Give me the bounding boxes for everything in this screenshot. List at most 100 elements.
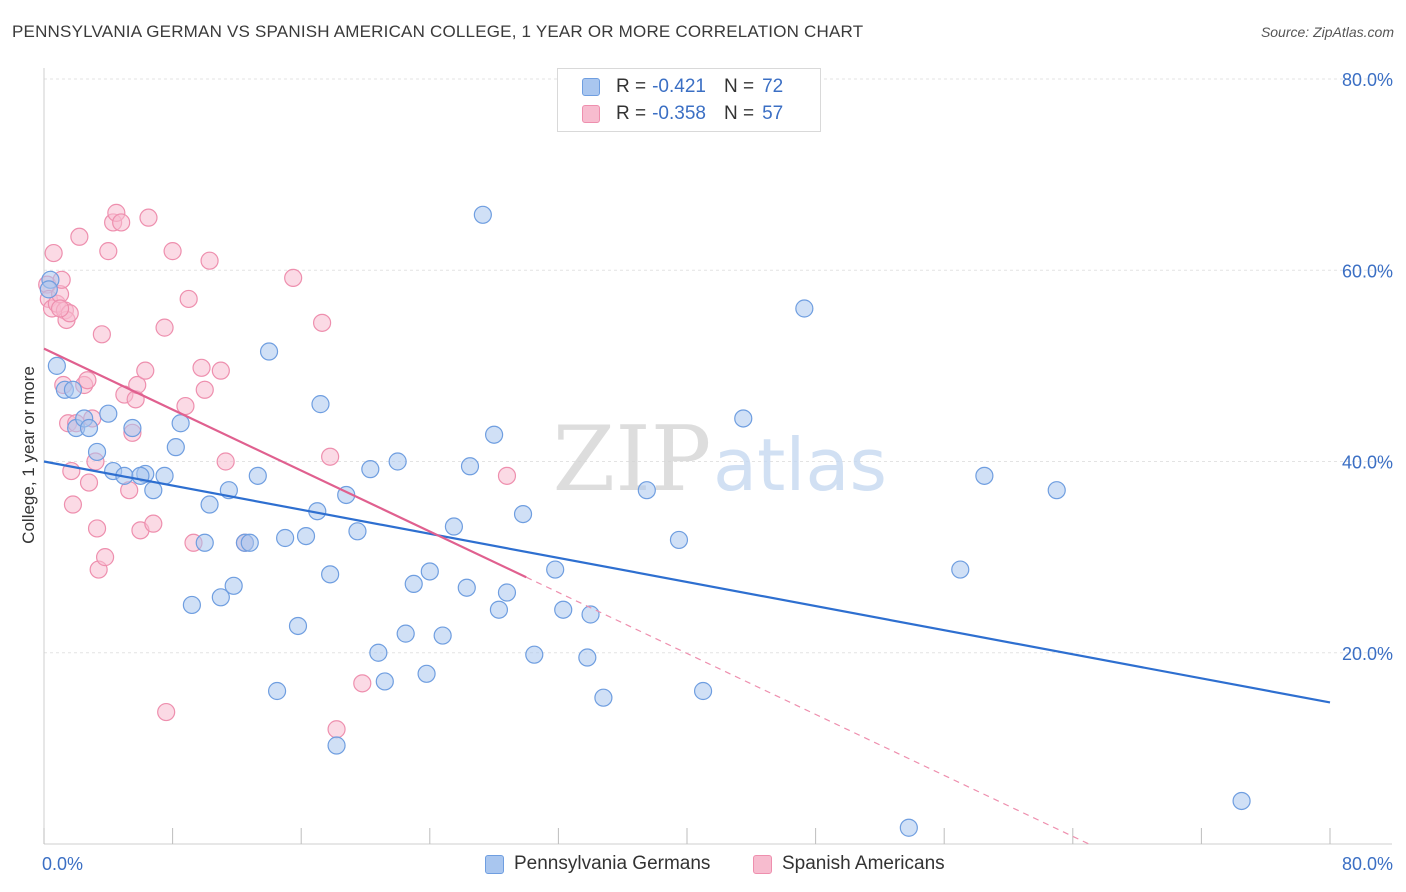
data-point-pennsylvania-german: [513, 504, 533, 524]
data-point-spanish-american: [179, 289, 198, 309]
data-point-pennsylvania-german: [457, 578, 476, 597]
swatch-blue: [582, 78, 600, 96]
data-point-pennsylvania-german: [433, 626, 452, 645]
tick-labels: 20.0% 40.0% 60.0% 80.0% 0.0% 80.0%: [42, 70, 1393, 874]
r-label: R =: [616, 103, 647, 124]
data-point-pennsylvania-german: [375, 672, 394, 691]
x-tick-label: 0.0%: [42, 854, 83, 874]
data-point-pennsylvania-german: [361, 460, 380, 479]
data-point-spanish-american: [211, 361, 230, 380]
data-point-pennsylvania-german: [63, 380, 83, 399]
legend-item-spanish-americans: Spanish Americans: [753, 852, 945, 876]
data-point-pennsylvania-german: [79, 418, 99, 438]
legend-label: Pennsylvania Germans: [514, 853, 711, 874]
r-value: -0.421: [652, 76, 706, 97]
stats-row-pennsylvania-germans: R = -0.421 N = 72: [582, 75, 783, 99]
data-point-spanish-american: [79, 473, 99, 492]
grid-lines: [44, 78, 1392, 654]
data-point-spanish-american: [95, 548, 115, 567]
data-point-pennsylvania-german: [637, 481, 656, 500]
data-point-spanish-american: [216, 452, 235, 471]
data-point-pennsylvania-german: [497, 583, 517, 602]
data-point-pennsylvania-german: [417, 664, 436, 683]
data-point-pennsylvania-german: [296, 526, 316, 546]
pennsylvania-german-points: [39, 205, 1251, 837]
data-point-spanish-american: [136, 361, 155, 380]
data-point-pennsylvania-german: [554, 600, 573, 619]
y-tick-label: 60.0%: [1342, 261, 1393, 281]
data-point-spanish-american: [195, 380, 214, 399]
watermark-atlas: atlas: [713, 423, 887, 507]
data-point-pennsylvania-german: [288, 616, 308, 636]
trend-line-pennsylvania-germans: [43, 460, 1331, 704]
data-point-pennsylvania-german: [123, 418, 142, 438]
data-point-pennsylvania-german: [195, 533, 214, 552]
data-point-spanish-american: [139, 208, 158, 227]
watermark: ZIP atlas: [553, 407, 887, 512]
data-point-pennsylvania-german: [594, 688, 613, 707]
data-point-pennsylvania-german: [248, 466, 267, 485]
data-point-spanish-american: [312, 313, 332, 332]
data-point-pennsylvania-german: [485, 425, 504, 444]
stats-row-spanish-americans: R = -0.358 N = 57: [582, 102, 783, 126]
data-point-spanish-american: [63, 495, 83, 514]
data-point-pennsylvania-german: [404, 574, 423, 594]
data-point-spanish-american: [284, 268, 303, 287]
data-point-spanish-american: [321, 447, 340, 466]
legend-swatch-blue: [485, 854, 504, 874]
data-point-pennsylvania-german: [47, 356, 66, 375]
data-point-pennsylvania-german: [224, 576, 243, 595]
n-value: 57: [762, 103, 784, 124]
data-point-spanish-american: [327, 720, 346, 739]
data-point-spanish-american: [497, 466, 517, 485]
data-point-pennsylvania-german: [525, 645, 544, 664]
trend-lines: [43, 347, 1331, 845]
data-point-spanish-american: [157, 702, 176, 722]
r-label: R =: [616, 76, 647, 97]
y-tick-label: 20.0%: [1342, 644, 1393, 664]
data-point-pennsylvania-german: [87, 442, 107, 462]
data-point-pennsylvania-german: [460, 457, 480, 476]
data-point-pennsylvania-german: [489, 600, 509, 619]
data-point-pennsylvania-german: [166, 438, 185, 457]
source-label: Source: ZipAtlas.com: [1260, 24, 1394, 40]
data-point-pennsylvania-german: [155, 466, 174, 485]
data-point-spanish-american: [192, 358, 211, 377]
trend-line-spanish-americans: [43, 347, 527, 579]
data-point-pennsylvania-german: [396, 624, 415, 643]
data-point-pennsylvania-german: [388, 452, 407, 471]
data-point-pennsylvania-german: [327, 736, 346, 755]
data-point-pennsylvania-german: [581, 605, 600, 624]
data-point-spanish-american: [78, 371, 97, 390]
data-point-spanish-american: [112, 213, 131, 232]
n-label: N =: [723, 103, 755, 124]
data-point-pennsylvania-german: [348, 522, 367, 541]
data-point-spanish-american: [70, 227, 89, 246]
data-point-pennsylvania-german: [240, 533, 259, 552]
y-tick-label: 40.0%: [1342, 453, 1393, 473]
data-point-spanish-american: [99, 242, 118, 261]
data-point-spanish-american: [50, 299, 70, 318]
data-point-pennsylvania-german: [1232, 791, 1251, 811]
data-point-pennsylvania-german: [1047, 481, 1066, 500]
data-point-spanish-american: [353, 674, 372, 693]
data-point-pennsylvania-german: [546, 560, 565, 579]
y-tick-label: 80.0%: [1342, 70, 1393, 90]
legend-swatch-pink: [753, 854, 772, 874]
data-point-pennsylvania-german: [578, 648, 597, 667]
data-point-pennsylvania-german: [734, 409, 753, 428]
data-point-pennsylvania-german: [444, 517, 464, 536]
data-point-pennsylvania-german: [276, 528, 295, 548]
axes: [43, 68, 1392, 845]
data-point-pennsylvania-german: [267, 681, 287, 701]
data-point-pennsylvania-german: [200, 495, 219, 514]
r-value: -0.358: [652, 103, 706, 124]
data-point-pennsylvania-german: [369, 643, 388, 662]
data-point-pennsylvania-german: [144, 481, 163, 500]
data-point-pennsylvania-german: [311, 395, 330, 414]
data-point-spanish-american: [92, 325, 111, 344]
data-point-pennsylvania-german: [693, 681, 713, 701]
watermark-zip: ZIP: [553, 407, 712, 512]
data-point-pennsylvania-german: [99, 404, 118, 423]
